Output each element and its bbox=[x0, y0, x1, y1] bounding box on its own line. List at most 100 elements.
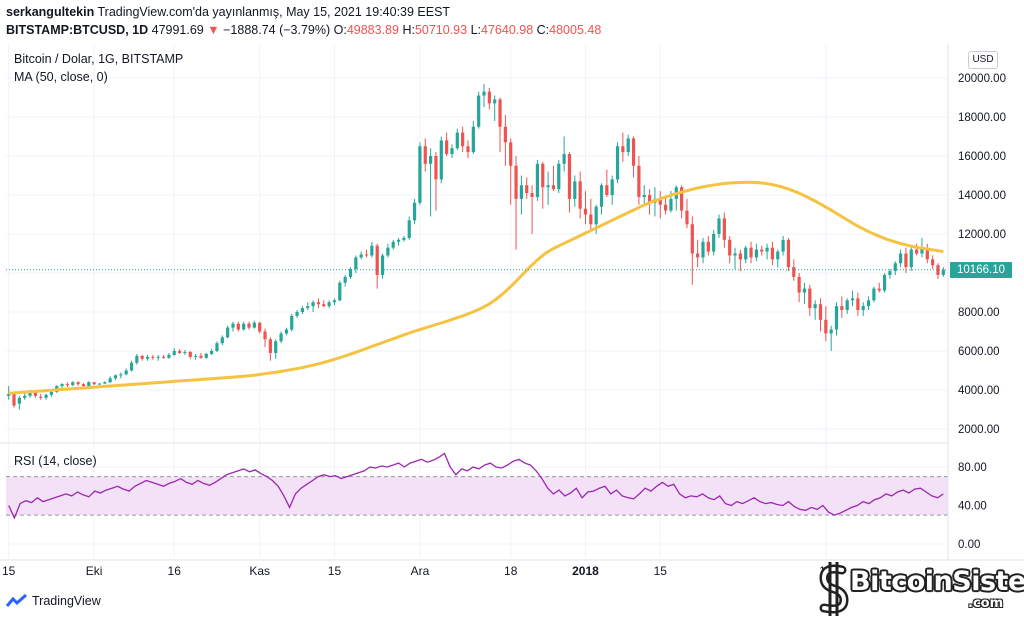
candle-body bbox=[749, 247, 753, 258]
candle-body bbox=[642, 195, 646, 197]
currency-button[interactable]: USD bbox=[968, 51, 998, 69]
candle-body bbox=[236, 323, 240, 330]
candle-body bbox=[845, 300, 849, 311]
candle-body bbox=[343, 276, 347, 283]
candle-body bbox=[364, 254, 369, 256]
candle-body bbox=[909, 249, 913, 268]
watermark-suffix: .com bbox=[968, 596, 1004, 611]
candle-body bbox=[252, 322, 256, 328]
candle-body bbox=[247, 323, 251, 328]
candle-body bbox=[808, 288, 812, 309]
candle-body bbox=[161, 356, 166, 358]
candle-body bbox=[375, 245, 379, 275]
time-tick-label: 2018 bbox=[572, 564, 599, 578]
candle-body bbox=[680, 187, 684, 211]
candle-body bbox=[60, 384, 64, 387]
brand-label: TradingView bbox=[32, 594, 101, 608]
time-tick-label: 15 bbox=[328, 564, 342, 578]
candle-body bbox=[429, 156, 433, 164]
candle-body bbox=[706, 241, 710, 252]
candle-body bbox=[220, 337, 224, 344]
candle-body bbox=[637, 165, 641, 197]
candle-body bbox=[631, 138, 636, 166]
ma-layer bbox=[6, 180, 948, 395]
candle-body bbox=[578, 181, 582, 209]
candle-body bbox=[685, 210, 689, 225]
candle-body bbox=[439, 140, 443, 180]
candle-body bbox=[87, 382, 91, 387]
rsi-legend: RSI (14, close) bbox=[14, 454, 97, 468]
candle-body bbox=[669, 198, 673, 211]
candle-body bbox=[904, 253, 908, 268]
candle-body bbox=[818, 304, 823, 320]
candle-body bbox=[466, 146, 470, 153]
candles-layer bbox=[7, 83, 945, 410]
low-value: 47640.98 bbox=[481, 23, 534, 37]
candle-body bbox=[856, 298, 860, 311]
candle-body bbox=[690, 224, 694, 254]
candle-body bbox=[76, 382, 80, 385]
candle-body bbox=[717, 218, 721, 234]
candle-body bbox=[599, 185, 604, 207]
candle-body bbox=[893, 263, 897, 272]
candle-body bbox=[396, 239, 401, 242]
candle-body bbox=[242, 323, 246, 330]
candle-body bbox=[503, 126, 507, 143]
symbol-label[interactable]: BITSTAMP:BTCUSD, 1D bbox=[6, 23, 149, 37]
candle-body bbox=[738, 253, 742, 260]
candle-body bbox=[866, 300, 871, 307]
candle-body bbox=[108, 378, 112, 383]
candle-body bbox=[300, 308, 305, 312]
open-value: 49883.89 bbox=[346, 23, 399, 37]
high-value: 50710.93 bbox=[414, 23, 468, 37]
watermark-text: BitcoinSistemi bbox=[850, 566, 1024, 597]
open-label: O: bbox=[333, 23, 347, 37]
time-tick-label: 15 bbox=[2, 564, 16, 578]
candle-body bbox=[194, 355, 198, 357]
candle-body bbox=[322, 304, 326, 307]
candle-body bbox=[92, 382, 96, 385]
change-arrow-icon: ▼ bbox=[207, 23, 220, 37]
candle-body bbox=[610, 179, 614, 195]
candle-body bbox=[664, 204, 668, 211]
candle-body bbox=[781, 239, 785, 252]
candle-body bbox=[770, 247, 775, 260]
close-value: 48005.48 bbox=[549, 23, 602, 37]
candle-body bbox=[754, 249, 758, 258]
candle-body bbox=[557, 163, 561, 190]
candle-body bbox=[696, 253, 700, 258]
price-tick-label: 16000.00 bbox=[958, 151, 1006, 163]
candle-body bbox=[81, 384, 86, 387]
candle-body bbox=[17, 397, 21, 404]
candle-body bbox=[306, 306, 310, 309]
candle-body bbox=[461, 132, 465, 147]
tradingview-logo[interactable]: TradingView bbox=[6, 594, 101, 608]
candle-body bbox=[487, 91, 491, 104]
candle-body bbox=[23, 395, 27, 398]
price-tick-label: 6000.00 bbox=[958, 346, 1000, 358]
author-name[interactable]: serkangultekin bbox=[6, 5, 95, 19]
candle-body bbox=[802, 288, 807, 293]
candle-body bbox=[850, 298, 855, 301]
time-tick-label: Eki bbox=[86, 564, 103, 578]
candle-body bbox=[263, 331, 267, 340]
candle-body bbox=[423, 146, 427, 164]
candle-body bbox=[97, 383, 102, 385]
candle-body bbox=[792, 267, 796, 277]
candle-body bbox=[284, 329, 288, 334]
candle-body bbox=[380, 255, 385, 275]
candle-body bbox=[776, 251, 780, 260]
candle-body bbox=[525, 185, 529, 194]
last-price: 47991.69 bbox=[151, 23, 204, 37]
ma-legend: MA (50, close, 0) bbox=[14, 70, 108, 84]
candle-body bbox=[621, 146, 625, 153]
candle-body bbox=[71, 382, 75, 386]
candle-body bbox=[354, 257, 358, 270]
candle-body bbox=[135, 355, 139, 363]
candle-body bbox=[931, 259, 935, 266]
candle-body bbox=[786, 239, 791, 268]
candle-body bbox=[434, 156, 438, 180]
price-tick-label: 2000.00 bbox=[958, 424, 1000, 436]
candle-body bbox=[204, 353, 208, 358]
